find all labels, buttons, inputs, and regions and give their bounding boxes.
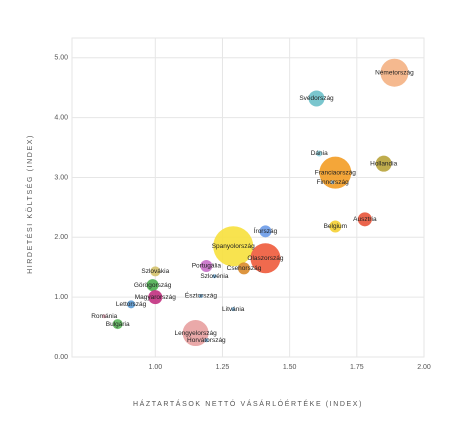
y-tick-label: 5.00 (54, 55, 68, 62)
bubble (182, 320, 209, 347)
bubble-label: Svédország (299, 95, 334, 102)
bubble-label: Spanyolország (212, 243, 255, 250)
plot-frame (71, 37, 425, 358)
bubble (330, 180, 335, 185)
bubble-label: Szlovénia (200, 273, 229, 280)
bubble-label: Litvánia (222, 306, 245, 313)
y-axis-title: HIRDETÉSI KÖLTSÉG (INDEX) (25, 134, 34, 274)
bubble-label: Belgium (324, 223, 347, 230)
bubble-label: Hollandia (370, 160, 397, 167)
bubble-label: Észtország (185, 291, 218, 300)
y-tick-label: 4.00 (54, 114, 68, 121)
bubble-label: Szlovákia (141, 268, 169, 275)
bubble (127, 300, 136, 309)
y-tick-label: 3.00 (54, 174, 68, 181)
x-tick-label: 2.00 (417, 364, 431, 371)
bubble-label: Dánia (311, 150, 328, 157)
bubble (319, 156, 352, 189)
bubble (198, 293, 203, 298)
x-tick-label: 1.25 (216, 364, 230, 371)
bubble (308, 90, 325, 107)
bubble-label: Németország (375, 69, 414, 76)
bubble (146, 279, 159, 292)
bubble (148, 290, 163, 305)
x-axis-title: HÁZTARTÁSOK NETTÓ VÁSÁRLÓÉRTÉKE (INDEX) (133, 399, 363, 408)
bubble (212, 274, 217, 279)
bubble-label: Csehország (227, 265, 262, 272)
bubble (231, 307, 236, 312)
x-tick-label: 1.00 (148, 364, 162, 371)
bubble-label: Lengyelország (174, 330, 217, 337)
bubble-label: Finnország (317, 179, 350, 186)
bubble-label: Portugália (192, 263, 222, 270)
x-tick-label: 1.50 (283, 364, 297, 371)
bubble (237, 262, 250, 275)
bubble-label: Franciaország (315, 169, 357, 176)
bubble-label: Románia (91, 313, 117, 320)
bubble (375, 155, 392, 172)
bubble (357, 212, 372, 227)
bubble-label: Lettország (116, 301, 147, 308)
bubble (250, 243, 281, 274)
bubble-label: Olaszország (247, 255, 284, 262)
bubble (380, 58, 409, 87)
bubble (316, 150, 323, 157)
bubble (204, 338, 209, 343)
y-tick-label: 0.00 (54, 354, 68, 361)
bubble (329, 220, 342, 233)
bubble-label: Görögország (134, 282, 172, 289)
bubble (150, 266, 161, 277)
bubble (102, 314, 107, 319)
bubble-label: Bulgária (106, 321, 130, 328)
y-tick-label: 1.00 (54, 294, 68, 301)
bubble (259, 225, 272, 238)
x-tick-label: 1.75 (350, 364, 364, 371)
bubble-label: Írország (254, 226, 278, 235)
bubble-label: Horvátország (187, 337, 226, 344)
y-tick-label: 2.00 (54, 234, 68, 241)
bubble (112, 319, 123, 330)
bubble (200, 260, 213, 273)
bubble-label: Ausztria (353, 216, 377, 223)
bubble (213, 226, 254, 267)
bubble-label: Magyarország (135, 294, 177, 301)
